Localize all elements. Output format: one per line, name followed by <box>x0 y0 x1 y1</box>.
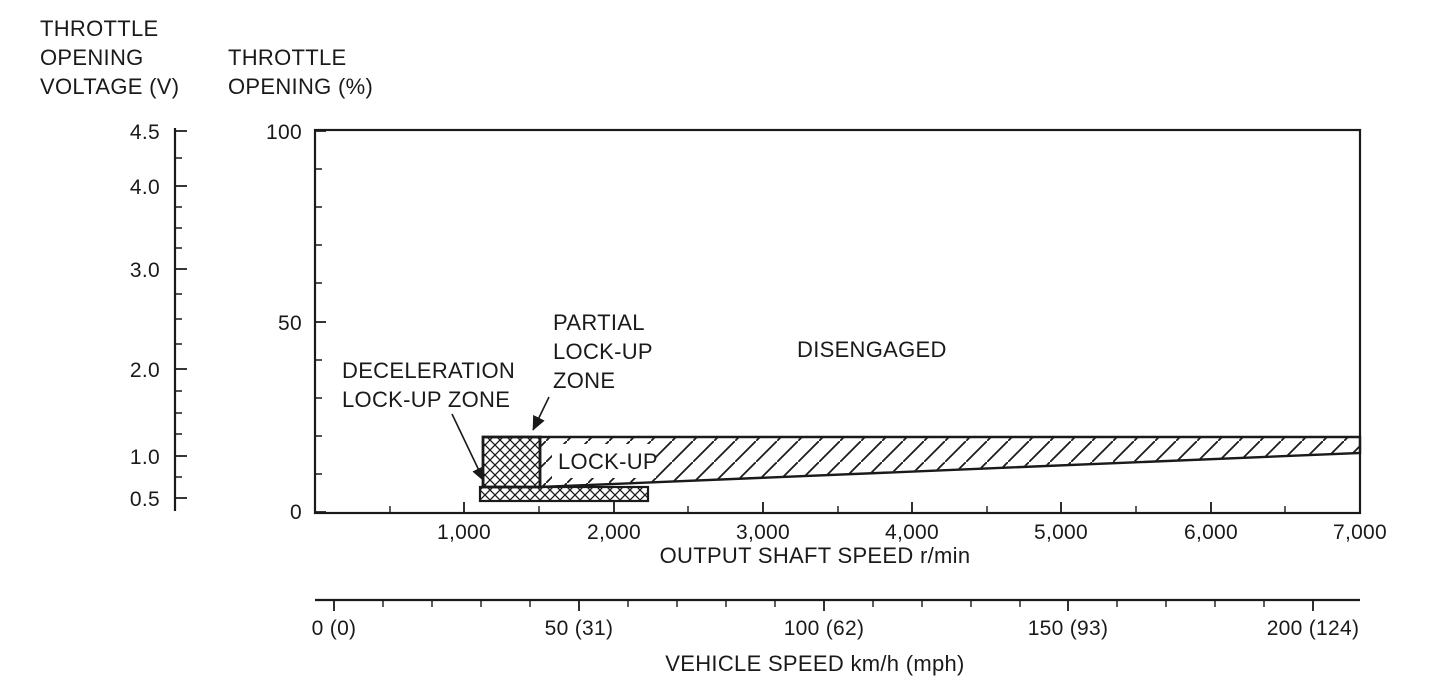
output-shaft-tick-label: 7,000 <box>1333 521 1387 544</box>
throttle-voltage-major-ticks <box>175 130 187 499</box>
partial-lockup-annotation: PARTIAL LOCK-UP ZONE <box>532 310 653 431</box>
vehicle-speed-minor-ticks <box>382 600 1265 607</box>
voltage-tick-label: 3.0 <box>130 259 160 282</box>
partial-lockup-label-line-2: LOCK-UP <box>553 339 653 364</box>
percent-tick-label: 0 <box>290 501 302 524</box>
throttle-percent-axis-title: THROTTLE OPENING (%) <box>228 45 373 99</box>
deceleration-lockup-label-line-2: LOCK-UP ZONE <box>342 387 510 412</box>
disengaged-zone-label: DISENGAGED <box>797 337 947 362</box>
output-shaft-tick-label: 5,000 <box>1034 521 1088 544</box>
throttle-percent-title-line-2: OPENING (%) <box>228 74 373 99</box>
output-shaft-tick-label: 2,000 <box>587 521 641 544</box>
deceleration-lockup-zone-shape <box>478 485 650 503</box>
vehicle-speed-major-ticks <box>333 600 1314 611</box>
deceleration-lockup-arrow <box>451 413 485 482</box>
voltage-tick-label: 0.5 <box>130 488 160 511</box>
output-shaft-speed-axis: 1,000 2,000 3,000 4,000 5,000 6,000 7,00… <box>389 502 1387 568</box>
throttle-percent-title-line-1: THROTTLE <box>228 45 347 70</box>
vehicle-speed-tick-label: 150 (93) <box>1028 617 1109 640</box>
deceleration-lockup-label-line-1: DECELERATION <box>342 358 515 383</box>
voltage-tick-label: 4.5 <box>130 121 160 144</box>
throttle-voltage-axis: 4.5 4.0 3.0 2.0 1.0 0.5 <box>130 121 187 511</box>
throttle-percent-major-ticks <box>315 130 326 513</box>
percent-tick-label: 100 <box>266 121 302 144</box>
throttle-percent-minor-ticks <box>315 168 322 475</box>
output-shaft-minor-ticks <box>389 506 1286 513</box>
partial-lockup-zone-shape <box>481 435 542 489</box>
output-shaft-major-ticks <box>463 502 1361 513</box>
throttle-voltage-minor-ticks <box>175 157 182 478</box>
lockup-zone-label: LOCK-UP <box>558 449 658 474</box>
vehicle-speed-tick-label: 50 (31) <box>545 617 614 640</box>
vehicle-speed-tick-label: 200 (124) <box>1267 617 1360 640</box>
voltage-tick-label: 1.0 <box>130 446 160 469</box>
vehicle-speed-axis: 0 (0) 50 (31) 100 (62) 150 (93) 200 (124… <box>312 598 1360 676</box>
throttle-percent-axis: 100 50 0 <box>266 121 326 524</box>
output-shaft-tick-label: 1,000 <box>437 521 491 544</box>
lockup-label-backing <box>552 444 656 478</box>
partial-lockup-label-line-3: ZONE <box>553 368 615 393</box>
output-shaft-tick-label: 6,000 <box>1184 521 1238 544</box>
deceleration-lockup-annotation: DECELERATION LOCK-UP ZONE <box>342 358 515 482</box>
vehicle-speed-tick-label: 0 (0) <box>312 617 357 640</box>
throttle-voltage-title-line-1: THROTTLE <box>40 16 159 41</box>
voltage-tick-label: 4.0 <box>130 176 160 199</box>
voltage-tick-label: 2.0 <box>130 359 160 382</box>
partial-lockup-label-line-1: PARTIAL <box>553 310 645 335</box>
output-shaft-axis-title: OUTPUT SHAFT SPEED r/min <box>660 543 971 568</box>
lockup-band-shape <box>538 435 1362 489</box>
throttle-voltage-title-line-3: VOLTAGE (V) <box>40 74 179 99</box>
percent-tick-label: 50 <box>278 312 302 335</box>
throttle-voltage-title-line-2: OPENING <box>40 45 144 70</box>
partial-lockup-arrow <box>532 396 550 431</box>
throttle-voltage-axis-title: THROTTLE OPENING VOLTAGE (V) <box>40 16 179 99</box>
output-shaft-tick-label: 3,000 <box>736 521 790 544</box>
vehicle-speed-tick-label: 100 (62) <box>784 617 865 640</box>
output-shaft-tick-label: 4,000 <box>885 521 939 544</box>
zones: LOCK-UP DISENGAGED <box>478 337 1362 503</box>
vehicle-speed-axis-title: VEHICLE SPEED km/h (mph) <box>665 651 964 676</box>
